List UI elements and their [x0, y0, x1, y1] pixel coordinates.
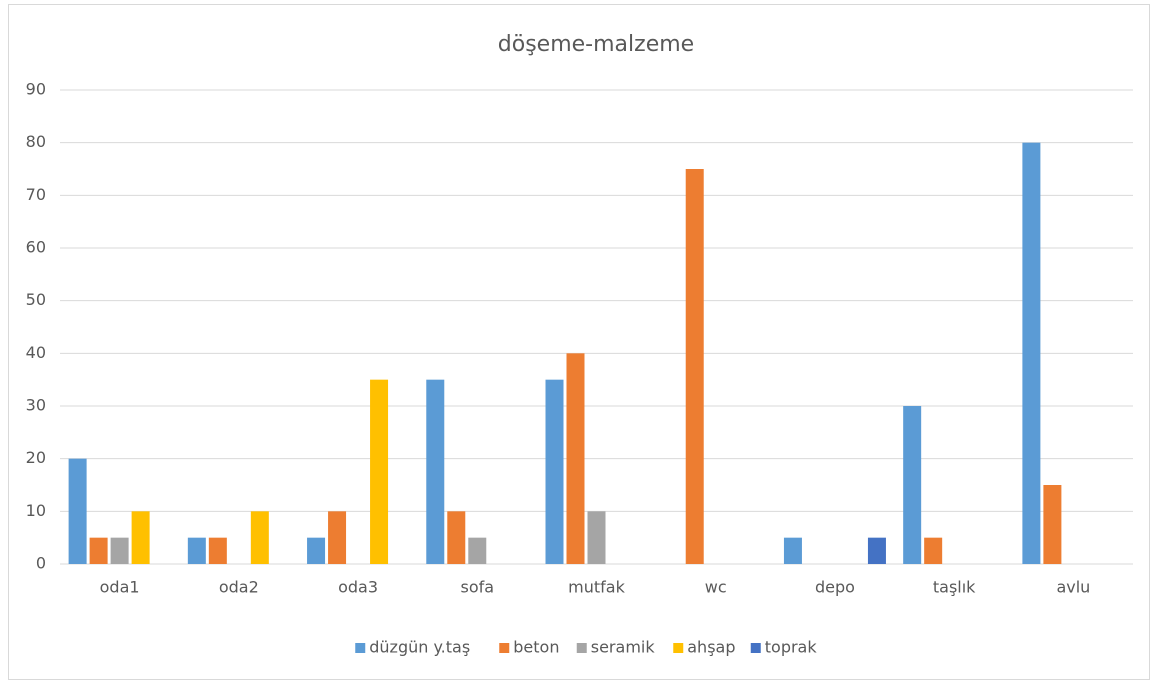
y-tick-label: 90 — [26, 80, 46, 99]
y-tick-label: 10 — [26, 501, 46, 520]
chart-border — [8, 4, 1150, 680]
bar — [328, 511, 347, 564]
bar — [685, 169, 704, 564]
legend-swatch — [576, 643, 587, 653]
bar — [110, 537, 129, 564]
bar — [250, 511, 269, 564]
bar — [867, 537, 886, 564]
legend-swatch — [750, 643, 761, 653]
legend-swatch — [355, 643, 366, 653]
bar — [89, 537, 108, 564]
bar — [68, 458, 87, 564]
bar — [566, 353, 585, 564]
x-tick-label: sofa — [460, 578, 494, 597]
bar — [468, 537, 487, 564]
bar — [1043, 485, 1062, 564]
x-tick-label: taşlık — [933, 578, 976, 597]
chart-title: döşeme-malzeme — [498, 32, 694, 57]
bar — [1022, 142, 1041, 564]
y-tick-label: 60 — [26, 238, 46, 257]
y-tick-label: 40 — [26, 343, 46, 362]
bar — [783, 537, 802, 564]
y-tick-label: 0 — [36, 554, 46, 573]
x-tick-label: depo — [815, 578, 855, 597]
legend-label: beton — [513, 638, 559, 657]
x-tick-label: oda1 — [100, 578, 140, 597]
bar — [131, 511, 150, 564]
bar — [903, 406, 922, 564]
legend-swatch — [499, 643, 510, 653]
bar — [426, 379, 445, 564]
bar — [208, 537, 227, 564]
bar — [370, 379, 389, 564]
x-tick-label: mutfak — [568, 578, 625, 597]
bar — [307, 537, 326, 564]
bar — [447, 511, 466, 564]
legend-label: toprak — [765, 638, 818, 657]
legend-label: seramik — [591, 638, 656, 657]
x-tick-label: oda2 — [219, 578, 259, 597]
bar — [924, 537, 943, 564]
y-tick-label: 70 — [26, 185, 46, 204]
bar — [545, 379, 564, 564]
y-tick-label: 20 — [26, 448, 46, 467]
y-tick-label: 30 — [26, 396, 46, 415]
bar — [187, 537, 206, 564]
x-tick-label: avlu — [1056, 578, 1090, 597]
legend-swatch — [673, 643, 684, 653]
legend-label: düzgün y.taş — [369, 638, 470, 657]
x-tick-label: wc — [705, 578, 727, 597]
y-tick-label: 80 — [26, 132, 46, 151]
legend-label: ahşap — [687, 638, 735, 657]
bar — [587, 511, 606, 564]
y-tick-label: 50 — [26, 290, 46, 309]
x-tick-label: oda3 — [338, 578, 378, 597]
